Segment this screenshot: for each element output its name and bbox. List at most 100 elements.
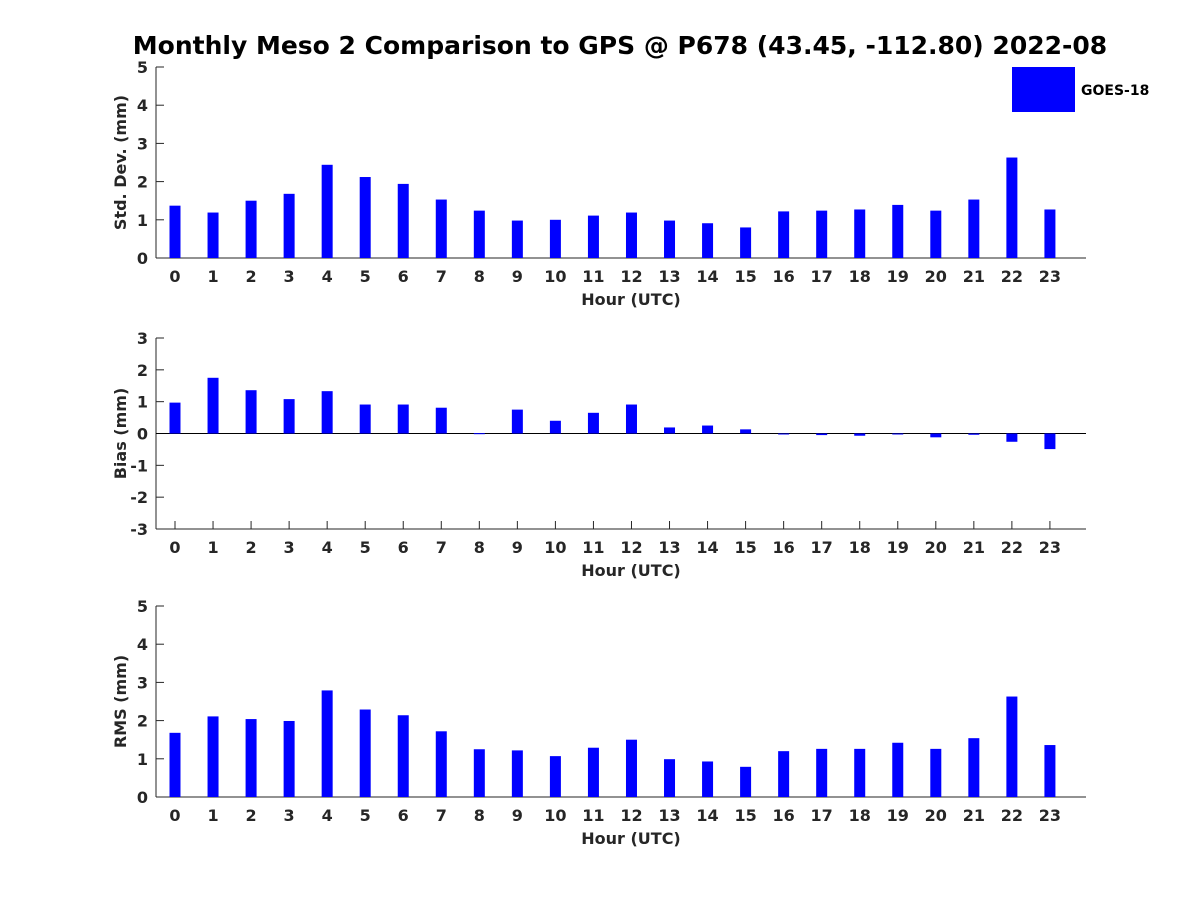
bias-y-tick-label: 3 bbox=[137, 329, 148, 348]
bias-x-tick-label: 6 bbox=[398, 538, 409, 557]
std-x-tick-label: 20 bbox=[925, 267, 947, 286]
std-y-tick-label: 5 bbox=[137, 58, 148, 77]
std-bar-hour-21 bbox=[968, 199, 980, 258]
rms-bar-hour-7 bbox=[435, 731, 447, 797]
rms-x-tick-label: 21 bbox=[963, 806, 985, 825]
rms-x-tick-label: 11 bbox=[582, 806, 604, 825]
rms-x-tick-label: 14 bbox=[696, 806, 718, 825]
rms-y-tick-label: 3 bbox=[137, 673, 148, 692]
bias-y-tick-label: 2 bbox=[137, 361, 148, 380]
bias-bar-hour-12 bbox=[625, 404, 637, 434]
std-bar-hour-4 bbox=[321, 164, 333, 258]
rms-x-tick-label: 5 bbox=[360, 806, 371, 825]
rms-bar-hour-2 bbox=[245, 719, 257, 797]
rms-x-tick-label: 23 bbox=[1039, 806, 1061, 825]
std-bar-hour-5 bbox=[359, 177, 371, 258]
std-x-tick-label: 23 bbox=[1039, 267, 1061, 286]
std-x-tick-label: 13 bbox=[658, 267, 680, 286]
bias-x-tick-label: 15 bbox=[734, 538, 756, 557]
bias-bar-hour-4 bbox=[321, 391, 333, 434]
std-x-tick-label: 14 bbox=[696, 267, 718, 286]
std-x-tick-label: 18 bbox=[849, 267, 871, 286]
bias-bar-hour-18 bbox=[854, 433, 866, 436]
rms-bar-hour-1 bbox=[207, 716, 219, 797]
bias-y-tick-label: -2 bbox=[130, 488, 148, 507]
rms-bar-hour-11 bbox=[587, 747, 599, 797]
std-x-axis-label: Hour (UTC) bbox=[581, 290, 681, 309]
bias-y-tick-label: 0 bbox=[137, 425, 148, 444]
bias-bar-hour-2 bbox=[245, 390, 257, 434]
bias-x-tick-label: 5 bbox=[360, 538, 371, 557]
std-x-tick-label: 15 bbox=[734, 267, 756, 286]
std-y-tick-label: 1 bbox=[137, 211, 148, 230]
bias-x-tick-label: 7 bbox=[436, 538, 447, 557]
bias-x-tick-label: 0 bbox=[169, 538, 180, 557]
rms-bar-hour-20 bbox=[930, 748, 942, 797]
std-x-tick-label: 4 bbox=[322, 267, 333, 286]
rms-x-tick-label: 19 bbox=[887, 806, 909, 825]
std-x-tick-label: 12 bbox=[620, 267, 642, 286]
std-y-tick-label: 3 bbox=[137, 134, 148, 153]
bias-bar-hour-5 bbox=[359, 404, 371, 434]
legend: GOES-18 bbox=[1012, 67, 1149, 112]
std-bar-hour-12 bbox=[625, 212, 637, 258]
bias-bar-hour-16 bbox=[778, 433, 790, 435]
bias-x-tick-label: 11 bbox=[582, 538, 604, 557]
std-x-tick-label: 11 bbox=[582, 267, 604, 286]
std-bar-hour-18 bbox=[854, 209, 866, 258]
legend-label: GOES-18 bbox=[1081, 83, 1149, 99]
rms-bar-hour-17 bbox=[816, 748, 828, 797]
std-x-tick-label: 1 bbox=[207, 267, 218, 286]
bias-bar-hour-9 bbox=[511, 409, 523, 434]
bias-x-tick-label: 23 bbox=[1039, 538, 1061, 557]
rms-x-tick-label: 10 bbox=[544, 806, 566, 825]
bias-x-tick-label: 1 bbox=[207, 538, 218, 557]
std-bar-hour-2 bbox=[245, 200, 257, 258]
std-y-axis-label: Std. Dev. (mm) bbox=[111, 95, 130, 230]
rms-bar-hour-6 bbox=[397, 715, 409, 797]
bias-y-tick-label: -3 bbox=[130, 520, 148, 539]
std-x-tick-label: 16 bbox=[773, 267, 795, 286]
rms-bar-hour-0 bbox=[169, 732, 181, 797]
bias-bar-hour-14 bbox=[702, 425, 714, 434]
rms-x-tick-label: 0 bbox=[169, 806, 180, 825]
std-bar-hour-15 bbox=[740, 227, 752, 258]
std-bar-hour-17 bbox=[816, 210, 828, 258]
std-bar-hour-7 bbox=[435, 199, 447, 258]
rms-bar-hour-13 bbox=[664, 759, 676, 797]
std-x-tick-label: 3 bbox=[284, 267, 295, 286]
bias-x-tick-label: 22 bbox=[1001, 538, 1023, 557]
rms-x-tick-label: 6 bbox=[398, 806, 409, 825]
std-y-tick-label: 2 bbox=[137, 173, 148, 192]
rms-x-tick-label: 18 bbox=[849, 806, 871, 825]
rms-y-tick-label: 5 bbox=[137, 597, 148, 616]
std-bar-hour-20 bbox=[930, 210, 942, 258]
rms-bar-hour-4 bbox=[321, 690, 333, 797]
rms-x-axis-label: Hour (UTC) bbox=[581, 829, 681, 848]
std-bar-hour-19 bbox=[892, 204, 904, 258]
rms-x-tick-label: 13 bbox=[658, 806, 680, 825]
std-bar-hour-6 bbox=[397, 183, 409, 258]
bias-bar-hour-23 bbox=[1044, 433, 1056, 450]
std-x-tick-label: 19 bbox=[887, 267, 909, 286]
std-x-tick-label: 7 bbox=[436, 267, 447, 286]
rms-x-tick-label: 8 bbox=[474, 806, 485, 825]
rms-bar-hour-15 bbox=[740, 766, 752, 797]
rms-x-tick-label: 16 bbox=[773, 806, 795, 825]
rms-x-tick-label: 20 bbox=[925, 806, 947, 825]
bias-x-tick-label: 16 bbox=[773, 538, 795, 557]
rms-bar-hour-18 bbox=[854, 748, 866, 797]
bias-x-tick-label: 21 bbox=[963, 538, 985, 557]
bias-x-tick-label: 14 bbox=[696, 538, 718, 557]
bias-y-tick-label: -1 bbox=[130, 456, 148, 475]
std-bar-hour-23 bbox=[1044, 209, 1056, 258]
bias-bar-hour-20 bbox=[930, 433, 942, 438]
std-bar-hour-22 bbox=[1006, 157, 1018, 258]
bias-y-axis-label: Bias (mm) bbox=[111, 388, 130, 480]
rms-x-tick-label: 3 bbox=[284, 806, 295, 825]
rms-bar-hour-8 bbox=[473, 749, 485, 797]
std-bar-hour-8 bbox=[473, 210, 485, 258]
